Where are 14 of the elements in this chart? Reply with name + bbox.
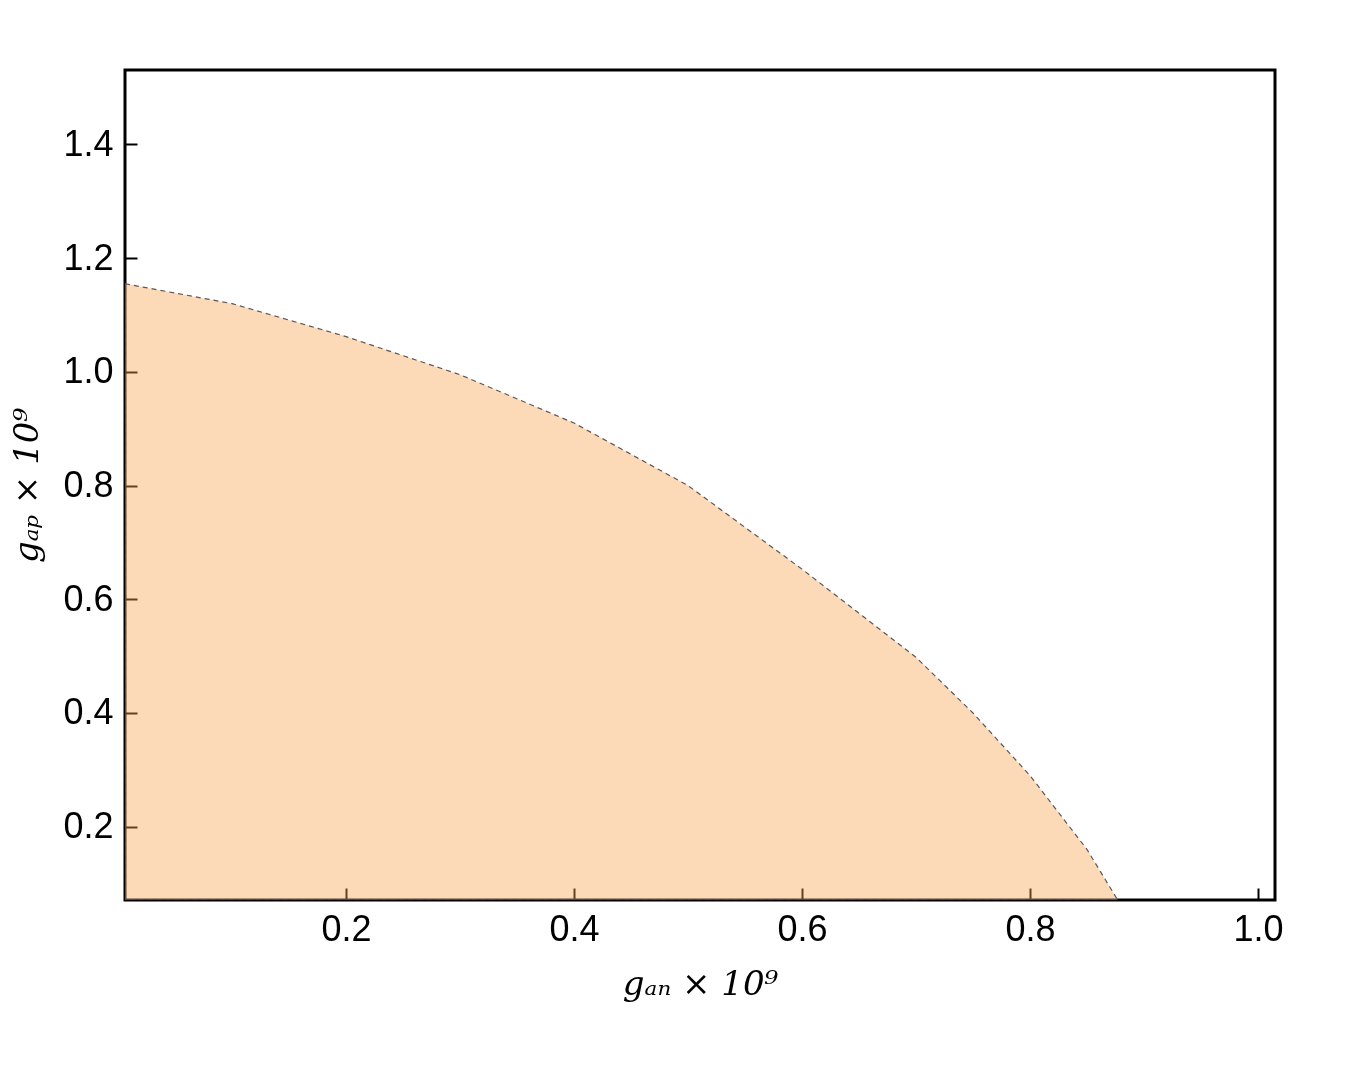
y-tick-label: 0.4 xyxy=(63,691,114,733)
x-tick-label: 0.6 xyxy=(777,907,828,949)
y-tick-label: 1.0 xyxy=(63,350,114,392)
y-tick-label: 0.6 xyxy=(63,577,114,619)
y-tick-label: 0.2 xyxy=(63,805,114,847)
x-axis-title: gₐₙ × 10⁹ xyxy=(622,962,779,1003)
y-tick-label: 0.8 xyxy=(63,464,114,506)
x-tick-label: 1.0 xyxy=(1233,907,1284,949)
y-tick-label: 1.2 xyxy=(63,236,114,278)
y-tick-label: 1.4 xyxy=(63,122,114,164)
y-axis-title: gₐₚ × 10⁹ xyxy=(6,407,47,564)
x-tick-label: 0.4 xyxy=(549,907,600,949)
x-tick-label: 0.2 xyxy=(321,907,372,949)
x-tick-label: 0.8 xyxy=(1005,907,1056,949)
